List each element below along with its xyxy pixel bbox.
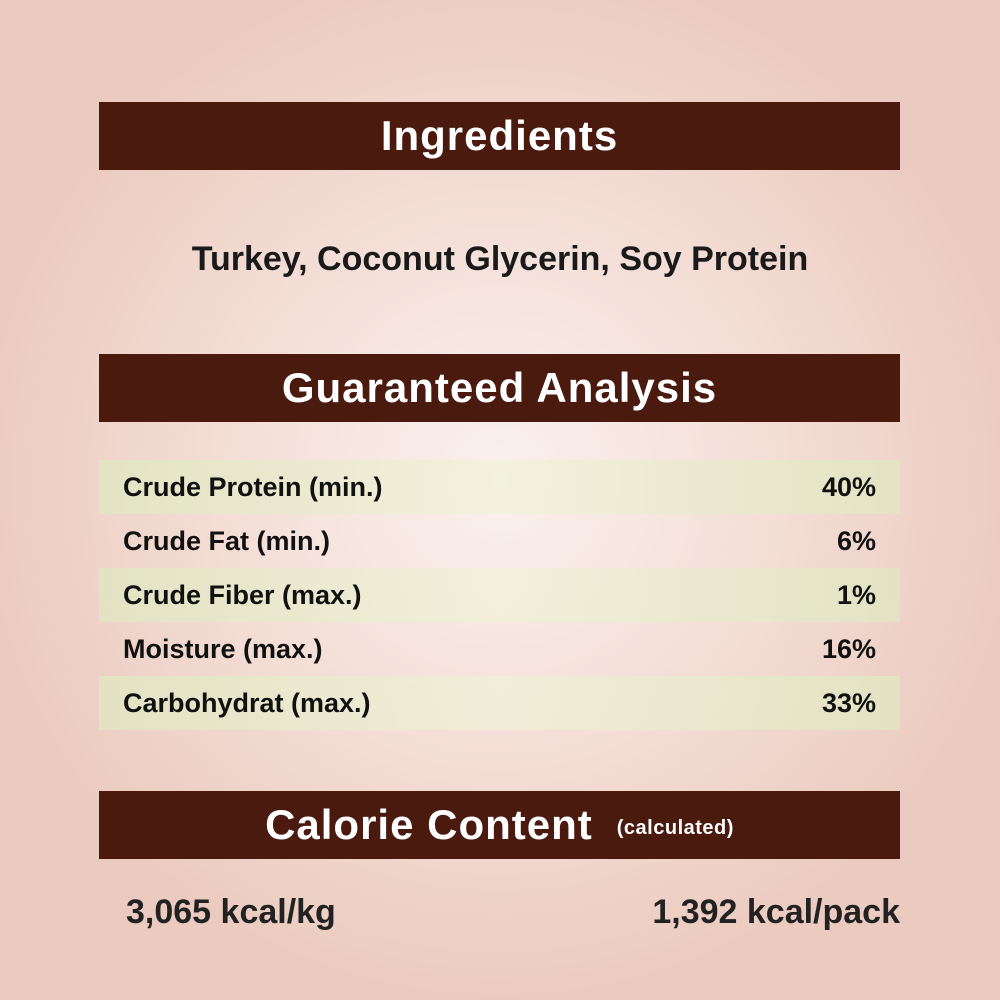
row-value: 33% — [821, 687, 876, 718]
row-value: 40% — [821, 471, 876, 502]
calorie-note: (calculated) — [616, 816, 734, 839]
ingredients-list: Turkey, Coconut Glycerin, Soy Protein — [191, 240, 809, 278]
calorie-title: Calorie Content — [265, 801, 593, 848]
table-row: Crude Fat (min.) 6% — [99, 514, 900, 568]
analysis-header: Guaranteed Analysis — [99, 354, 900, 422]
calorie-per-kg: 3,065 kcal/kg — [126, 893, 336, 931]
table-row: Crude Fiber (max.) 1% — [99, 568, 900, 622]
row-label: Crude Fiber (max.) — [123, 579, 362, 610]
ingredients-title: Ingredients — [380, 112, 619, 159]
row-label: Carbohydrat (max.) — [123, 687, 371, 718]
table-row: Carbohydrat (max.) 33% — [99, 676, 900, 730]
row-label: Crude Fat (min.) — [123, 525, 330, 556]
analysis-title: Guaranteed Analysis — [281, 364, 718, 411]
analysis-table: Crude Protein (min.) 40% Crude Fat (min.)… — [99, 460, 900, 730]
row-value: 6% — [836, 525, 876, 556]
row-value: 1% — [836, 579, 876, 610]
row-label: Moisture (max.) — [123, 633, 323, 664]
ingredients-header: Ingredients — [99, 102, 900, 170]
calorie-header: Calorie Content (calculated) — [99, 791, 900, 859]
row-label: Crude Protein (min.) — [123, 471, 383, 502]
calorie-per-pack: 1,392 kcal/pack — [652, 893, 900, 931]
row-value: 16% — [821, 633, 876, 664]
table-row: Crude Protein (min.) 40% — [99, 460, 900, 514]
table-row: Moisture (max.) 16% — [99, 622, 900, 676]
